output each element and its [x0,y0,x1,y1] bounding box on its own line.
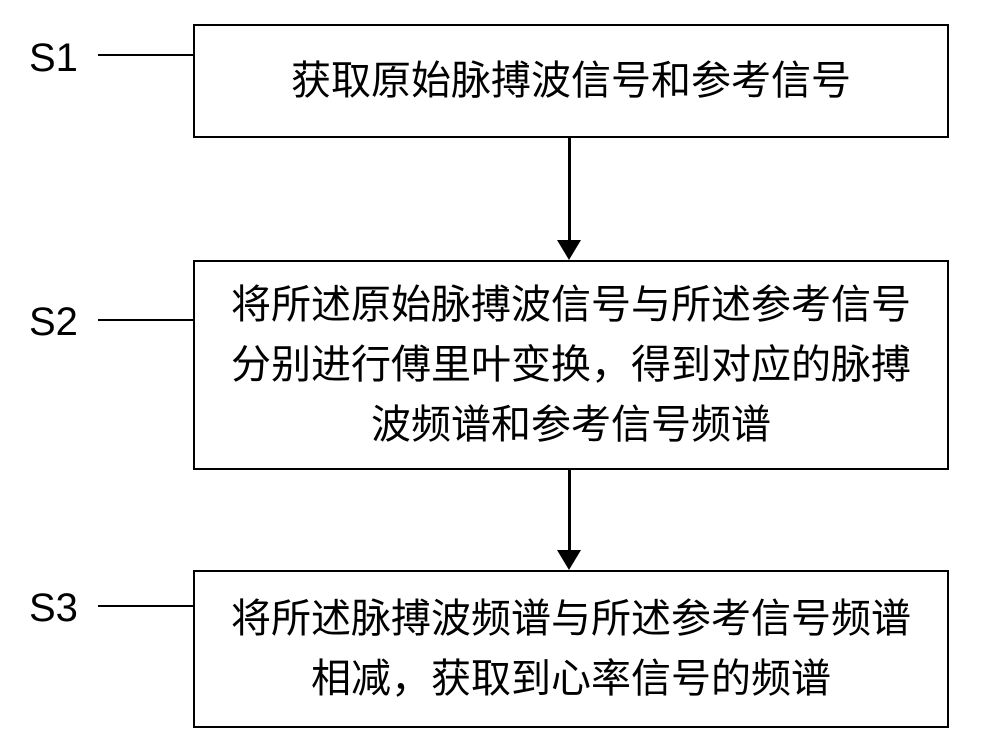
step-box-s2: 将所述原始脉搏波信号与所述参考信号 分别进行傅里叶变换，得到对应的脉搏 波频谱和… [193,260,949,470]
step-text: 将所述脉搏波频谱与所述参考信号频谱 相减，获取到心率信号的频谱 [231,589,911,709]
lead-line-s1 [98,54,193,56]
step-label-s2: S2 [29,300,78,345]
lead-line-s3 [98,605,193,607]
arrow-shaft-s1-s2 [568,138,571,240]
arrow-head-s2-s3 [557,550,581,570]
arrow-shaft-s2-s3 [568,470,571,550]
step-box-s1: 获取原始脉搏波信号和参考信号 [193,24,949,138]
lead-line-s2 [98,319,193,321]
step-text: 将所述原始脉搏波信号与所述参考信号 分别进行傅里叶变换，得到对应的脉搏 波频谱和… [231,275,911,455]
step-text: 获取原始脉搏波信号和参考信号 [291,51,851,111]
step-box-s3: 将所述脉搏波频谱与所述参考信号频谱 相减，获取到心率信号的频谱 [193,570,949,728]
step-label-s1: S1 [29,36,78,81]
step-label-s3: S3 [29,586,78,631]
arrow-head-s1-s2 [557,240,581,260]
flowchart-canvas: 获取原始脉搏波信号和参考信号 S1 将所述原始脉搏波信号与所述参考信号 分别进行傅里… [0,0,1000,747]
